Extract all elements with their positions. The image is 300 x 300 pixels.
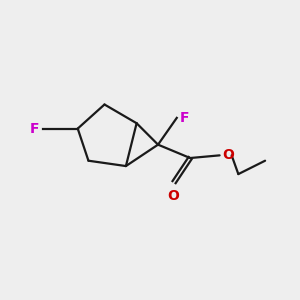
Text: O: O <box>167 189 179 203</box>
Text: F: F <box>179 111 189 125</box>
Text: F: F <box>29 122 39 136</box>
Text: O: O <box>222 148 234 162</box>
